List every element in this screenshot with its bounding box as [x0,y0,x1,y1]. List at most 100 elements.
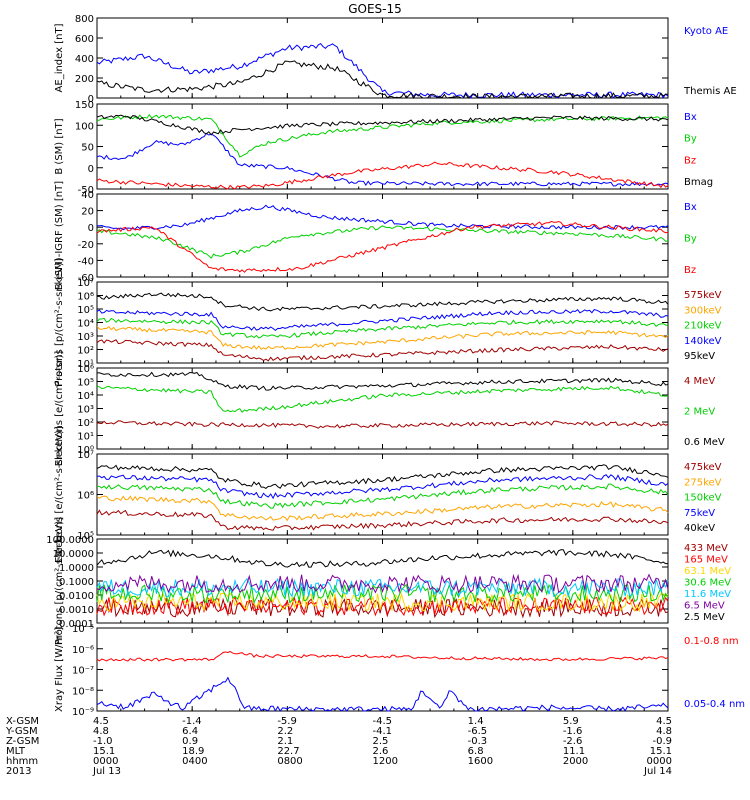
y-axis-label: Electrons [e/(cm²-s-sr)] [54,351,65,467]
y-tick-label: 0.0010 [59,605,94,616]
x-axis-value: -1.4 [182,716,202,727]
legend-label: 300keV [684,305,722,316]
series-line [96,113,669,158]
y-tick-label: -40 [78,256,94,267]
x-axis-value: 1200 [373,756,398,767]
series-line [96,225,669,259]
x-axis-value: -6.5 [468,726,488,737]
y-axis-label: B (SM)-IGRF (SM) [nT] [54,181,65,290]
panel-2: -50 0 50 100 150 B (SM) [nT] Bx By Bz Bmag [54,100,713,196]
y-tick-label: 0 [88,223,94,234]
series-line [96,549,668,568]
x-axis-row-label: 2013 [6,766,31,777]
x-axis-value: 0800 [277,756,302,767]
y-tick-label: 800 [75,14,94,25]
legend-label: 95keV [684,351,715,362]
x-axis-value: 4.5 [656,716,672,727]
y-tick-label: 10³ [77,405,94,416]
x-axis-value: 15.1 [93,746,115,757]
y-tick-label: 10² [77,418,94,429]
x-axis-value: 4.5 [93,716,109,727]
y-tick-label: 100 [75,121,94,132]
y-tick-label: 200 [75,74,94,85]
y-tick-label: 1.0000 [59,563,94,574]
series-line [96,309,669,332]
series-line [96,385,669,413]
y-axis-label: AE_index [nT] [54,23,65,92]
x-axis-value: 4.8 [656,726,672,737]
y-tick-label: 10⁴ [77,319,94,330]
y-tick-label: 10⁰ [77,445,94,456]
x-axis-table: X-GSMY-GSMZ-GSMMLThhmm20134.54.8-1.015.1… [5,716,672,777]
y-tick-label: 10⁻⁹ [72,707,94,718]
legend-label: Bx [684,112,697,123]
series-line [96,114,669,136]
panel-1: 0 200 400 600 800 AE_index [nT] Kyoto AE Themis… [54,14,737,105]
legend-label: 575keV [684,290,722,301]
y-tick-label: 10⁻⁶ [72,645,94,656]
panel-frame [96,453,669,536]
x-axis-value: 2.6 [373,746,389,757]
x-axis-value: 2.2 [277,726,293,737]
series-line [96,509,669,531]
series-line [96,339,669,362]
series-line [96,495,669,522]
series-line [96,161,669,190]
y-tick-label: 10⁵ [77,305,94,316]
y-tick-label: 10⁶ [77,292,94,303]
x-axis-row-label: X-GSM [6,716,39,727]
x-axis-value: 2.5 [373,736,389,747]
legend-label: 2.5 MeV [684,612,725,623]
legend-label: 4 MeV [684,376,715,387]
y-tick-label: 10.0000 [53,549,94,560]
legend-label: By [684,234,697,245]
x-axis-value: 6.8 [468,746,484,757]
y-tick-label: 10⁶ [77,364,94,375]
x-axis-value: 15.1 [650,746,672,757]
y-axis-label: Xray Flux [W/m²] [54,627,65,712]
panel-5: 10⁰ 10¹ 10² 10³ 10⁴ 10⁵ 10⁶ Electrons [e/(cm²-s… [54,351,725,467]
chart-title: GOES-15 [348,2,402,16]
y-tick-label: -20 [78,240,94,251]
y-tick-label: 0 [88,164,94,175]
y-tick-label: 0.1000 [59,577,94,588]
x-axis-value: Jul 14 [643,766,672,777]
x-axis-value: Jul 13 [92,766,121,777]
panel-8: 10⁻⁹ 10⁻⁸ 10⁻⁷ 10⁻⁶ 10⁻⁵ Xray Flux [W/m²] 0.1-… [54,624,745,718]
legend-label: 40keV [684,523,715,534]
legend-label: Bx [684,202,697,213]
legend-label: Themis AE [683,86,737,97]
y-tick-label: 10³ [77,332,94,343]
x-axis-value: -0.3 [468,736,488,747]
x-axis-row-label: Z-GSM [6,736,39,747]
series-line [96,577,669,599]
x-axis-value: 2000 [563,756,588,767]
y-tick-label: -60 [78,273,94,284]
y-tick-label: 10² [77,346,94,357]
series-line [96,42,669,99]
legend-label: 0.1-0.8 nm [684,636,739,647]
legend-label: 275keV [684,477,722,488]
y-tick-label: 100.0000 [46,535,94,546]
x-axis-value: 0000 [647,756,672,767]
panel-7: 0.0001 0.0010 0.0100 0.1000 1.0000 10.0000 100… [46,517,731,645]
legend-label: Bz [684,265,696,276]
y-tick-label: 10⁵ [77,531,94,542]
series-line [96,220,669,273]
series-line [96,573,669,594]
y-tick-label: 50 [81,143,94,154]
legend-label: 6.5 MeV [684,601,725,612]
y-tick-label: 0 [88,94,94,105]
y-tick-label: 10⁵ [77,378,94,389]
series-line [96,483,669,509]
legend-label: 140keV [684,336,722,347]
series-line [96,583,669,605]
x-axis-value: 18.9 [182,746,204,757]
x-axis-value: -4.5 [373,716,393,727]
series-line [96,60,669,100]
y-tick-label: 10¹ [77,359,94,370]
series-line [96,204,669,231]
legend-label: 210keV [684,321,722,332]
y-tick-label: 10⁻⁵ [72,624,94,635]
legend-label: By [684,134,697,145]
